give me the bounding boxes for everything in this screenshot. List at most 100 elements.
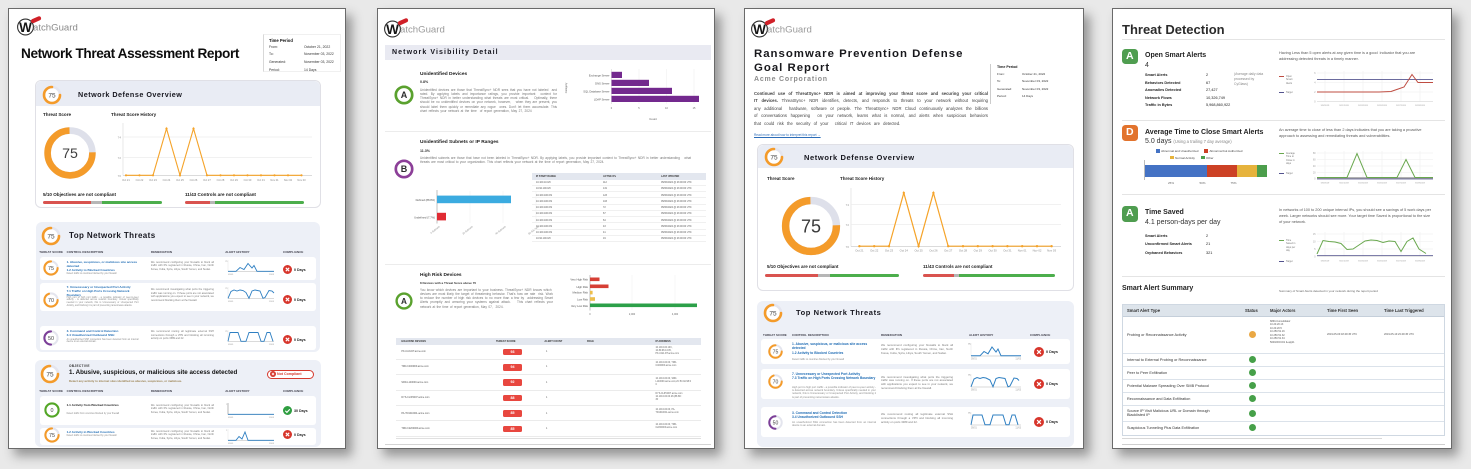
svg-text:74: 74 xyxy=(846,203,850,207)
svg-text:75: 75 xyxy=(772,349,778,355)
svg-text:SQL Database Server: SQL Database Server xyxy=(583,90,609,94)
svg-text:5/9/2019: 5/9/2019 xyxy=(1321,183,1330,185)
svg-text:Oct 25: Oct 25 xyxy=(176,178,184,182)
svg-text:5/15/2019: 5/15/2019 xyxy=(1377,261,1388,263)
svg-text:10: 10 xyxy=(1313,242,1316,244)
svg-text:Oct 23: Oct 23 xyxy=(885,249,894,253)
svg-text:5/15/2019: 5/15/2019 xyxy=(1377,105,1388,107)
svg-text:2: 2 xyxy=(1314,92,1316,94)
svg-text:Count: Count xyxy=(649,117,657,121)
svg-text:75: 75 xyxy=(48,92,56,99)
svg-text:0: 0 xyxy=(611,107,613,110)
svg-text:72: 72 xyxy=(846,223,850,227)
svg-text:05/01: 05/01 xyxy=(971,359,977,361)
svg-text:11/03: 11/03 xyxy=(1015,428,1021,430)
svg-text:05/01: 05/01 xyxy=(228,301,234,303)
svg-text:5: 5 xyxy=(1314,249,1316,251)
svg-text:11/03: 11/03 xyxy=(1015,359,1021,361)
svg-text:75: 75 xyxy=(225,261,228,263)
svg-text:atchGuard: atchGuard xyxy=(33,23,78,34)
svg-text:Oct 28: Oct 28 xyxy=(217,178,225,182)
svg-text:Oct 26: Oct 26 xyxy=(190,178,198,182)
svg-text:Oct 24: Oct 24 xyxy=(900,249,909,253)
svg-text:75: 75 xyxy=(769,310,777,317)
svg-text:0: 0 xyxy=(1314,102,1316,104)
svg-text:75: 75 xyxy=(801,217,821,237)
svg-text:Oct 21: Oct 21 xyxy=(122,178,130,182)
svg-text:Oct 29: Oct 29 xyxy=(974,249,983,253)
svg-text:High Risk: High Risk xyxy=(577,285,589,289)
svg-text:11/03: 11/03 xyxy=(1015,390,1021,392)
svg-text:40: 40 xyxy=(1313,166,1316,168)
svg-text:6: 6 xyxy=(1314,73,1316,75)
svg-text:Oct 30: Oct 30 xyxy=(988,249,997,253)
svg-text:50: 50 xyxy=(48,336,54,342)
svg-text:Medium Risk: Medium Risk xyxy=(572,291,588,295)
svg-text:75: 75 xyxy=(62,146,78,162)
svg-text:75: 75 xyxy=(968,344,971,346)
svg-text:75: 75 xyxy=(49,433,55,439)
svg-text:Oct 29: Oct 29 xyxy=(230,178,238,182)
svg-text:05/01: 05/01 xyxy=(228,274,234,276)
svg-text:72: 72 xyxy=(118,156,122,160)
svg-text:60 Subnets: 60 Subnets xyxy=(528,225,540,236)
svg-text:05/01: 05/01 xyxy=(228,443,234,445)
svg-text:Oct 26: Oct 26 xyxy=(929,249,938,253)
svg-text:Very High Risk: Very High Risk xyxy=(570,278,588,282)
svg-text:Oct 28: Oct 28 xyxy=(959,249,968,253)
svg-text:70: 70 xyxy=(772,379,778,385)
svg-text:0 Subnets: 0 Subnets xyxy=(430,225,441,235)
svg-text:B: B xyxy=(401,164,408,174)
svg-text:5/11/2019: 5/11/2019 xyxy=(1339,105,1349,107)
svg-text:Nov 03: Nov 03 xyxy=(1047,249,1056,253)
svg-text:1: 1 xyxy=(226,430,228,432)
svg-text:70: 70 xyxy=(48,298,54,304)
svg-text:5/17/2019: 5/17/2019 xyxy=(1396,183,1407,185)
svg-text:20: 20 xyxy=(1313,173,1316,175)
svg-text:11/03: 11/03 xyxy=(269,417,275,419)
svg-text:2,000: 2,000 xyxy=(629,313,636,316)
svg-text:Exchange Server: Exchange Server xyxy=(589,74,610,78)
svg-text:75: 75 xyxy=(47,234,55,241)
svg-text:0: 0 xyxy=(1314,257,1316,259)
svg-text:Defined (88.8%): Defined (88.8%) xyxy=(416,198,436,202)
svg-text:0: 0 xyxy=(589,313,591,316)
svg-text:Nov 02: Nov 02 xyxy=(1033,249,1042,253)
svg-text:Nov 01: Nov 01 xyxy=(270,178,279,182)
svg-text:75: 75 xyxy=(968,413,971,415)
svg-text:5/13/2019: 5/13/2019 xyxy=(1358,105,1369,107)
svg-text:5/19/2019: 5/19/2019 xyxy=(1415,105,1426,107)
svg-text:A: A xyxy=(401,90,408,100)
svg-text:Oct 27: Oct 27 xyxy=(203,178,211,182)
svg-text:Nov 01: Nov 01 xyxy=(1018,249,1027,253)
svg-text:15: 15 xyxy=(693,107,696,110)
svg-text:atchGuard: atchGuard xyxy=(400,25,445,36)
svg-text:40 Subnets: 40 Subnets xyxy=(495,225,507,236)
svg-text:4,000: 4,000 xyxy=(672,313,679,316)
svg-text:5: 5 xyxy=(638,107,640,110)
svg-text:11/03: 11/03 xyxy=(269,443,275,445)
svg-text:70: 70 xyxy=(846,245,850,249)
svg-text:Oct 22: Oct 22 xyxy=(136,178,144,182)
svg-text:Oct 30: Oct 30 xyxy=(244,178,252,182)
svg-text:Oct 31: Oct 31 xyxy=(257,178,265,182)
svg-text:05/01: 05/01 xyxy=(971,390,977,392)
svg-text:Oct 21: Oct 21 xyxy=(855,249,864,253)
svg-text:Oct 31: Oct 31 xyxy=(1003,249,1012,253)
svg-text:11/03: 11/03 xyxy=(269,344,275,346)
svg-text:Undefined (7.7%): Undefined (7.7%) xyxy=(414,216,435,220)
svg-text:75: 75 xyxy=(47,371,55,378)
svg-text:05/01: 05/01 xyxy=(971,428,977,430)
svg-text:74: 74 xyxy=(118,136,122,140)
svg-text:5/17/2019: 5/17/2019 xyxy=(1396,105,1407,107)
svg-text:W: W xyxy=(753,22,766,37)
svg-text:75: 75 xyxy=(225,288,228,290)
svg-text:5/13/2019: 5/13/2019 xyxy=(1358,261,1369,263)
svg-text:1: 1 xyxy=(226,404,228,406)
svg-text:W: W xyxy=(19,20,32,35)
svg-text:11/03: 11/03 xyxy=(269,274,275,276)
svg-text:atchGuard: atchGuard xyxy=(767,25,812,36)
svg-text:5/13/2019: 5/13/2019 xyxy=(1358,183,1369,185)
svg-text:20 Subnets: 20 Subnets xyxy=(462,225,474,236)
svg-text:05/01: 05/01 xyxy=(228,417,234,419)
